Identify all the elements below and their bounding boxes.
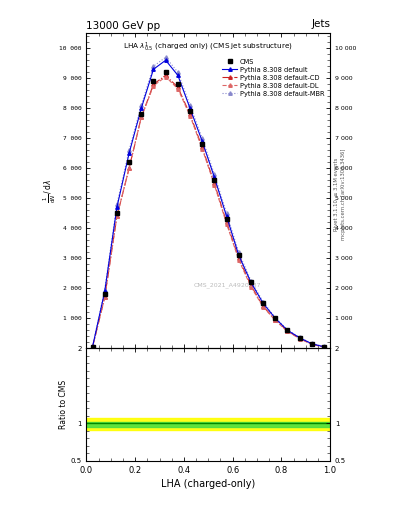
Y-axis label: Ratio to CMS: Ratio to CMS [59, 380, 68, 429]
Text: mcplots.cern.ch [arXiv:1306.3436]: mcplots.cern.ch [arXiv:1306.3436] [342, 149, 346, 240]
X-axis label: LHA (charged-only): LHA (charged-only) [161, 479, 255, 489]
Text: Jets: Jets [311, 18, 330, 29]
Legend: CMS, Pythia 8.308 default, Pythia 8.308 default-CD, Pythia 8.308 default-DL, Pyt: CMS, Pythia 8.308 default, Pythia 8.308 … [222, 59, 324, 97]
Text: LHA $\lambda^{1}_{0.5}$ (charged only) (CMS jet substructure): LHA $\lambda^{1}_{0.5}$ (charged only) (… [123, 41, 293, 54]
Text: Rivet 3.1.10, ≥ 3.1M events: Rivet 3.1.10, ≥ 3.1M events [334, 158, 338, 231]
Y-axis label: $\frac{1}{\mathrm{d}N}\,/\,\mathrm{d}\lambda$: $\frac{1}{\mathrm{d}N}\,/\,\mathrm{d}\la… [42, 179, 58, 203]
Text: CMS_2021_A4920187: CMS_2021_A4920187 [194, 283, 261, 288]
Text: 13000 GeV pp: 13000 GeV pp [86, 21, 161, 31]
